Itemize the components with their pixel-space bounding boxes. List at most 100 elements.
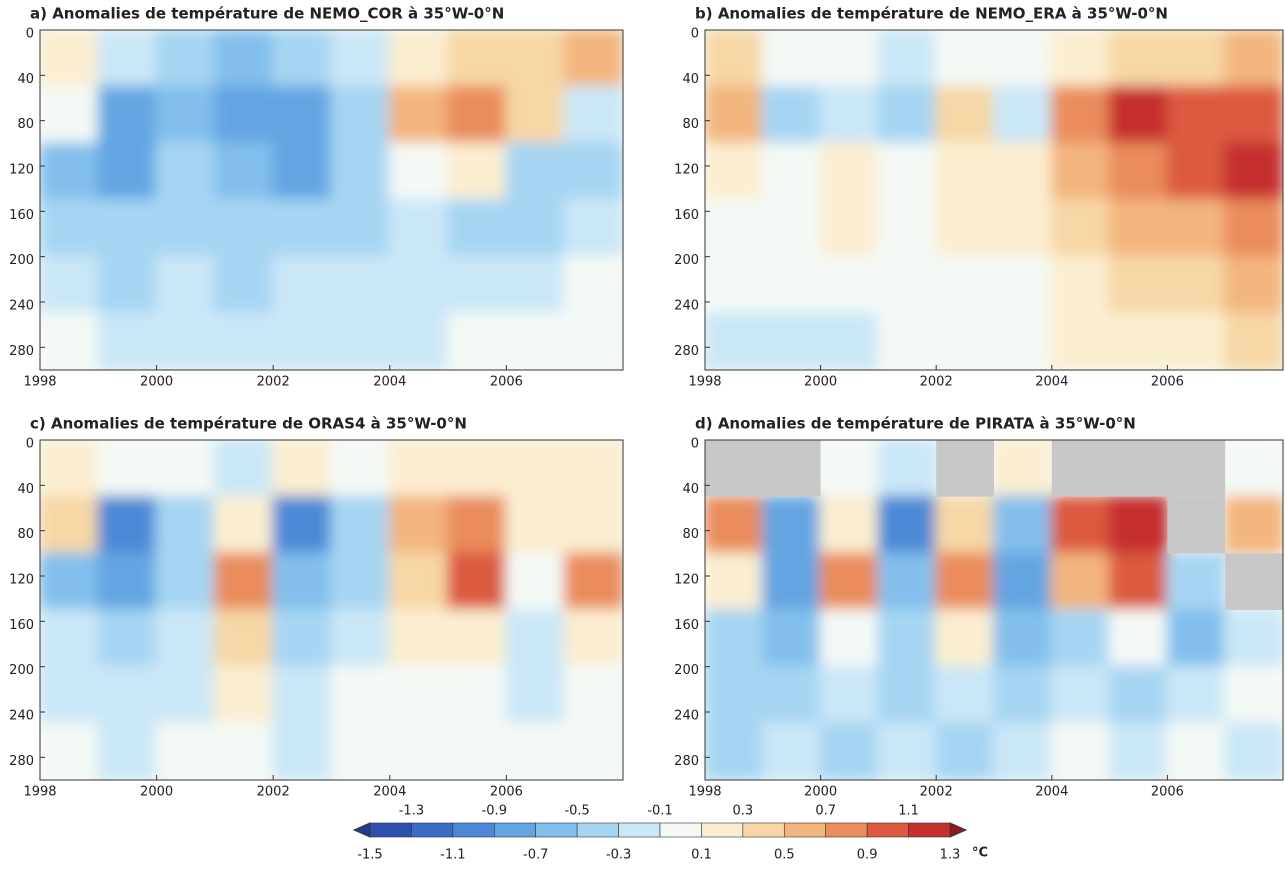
- x-tick-label: 2006: [1151, 375, 1184, 390]
- cell: [819, 312, 880, 370]
- cell: [935, 552, 995, 611]
- cell: [877, 722, 938, 780]
- cell: [97, 255, 158, 315]
- cell: [1050, 142, 1111, 201]
- cell: [97, 722, 158, 780]
- cell: [388, 665, 450, 725]
- y-tick-label: 80: [17, 527, 34, 542]
- cell: [1050, 255, 1111, 315]
- cell: [330, 255, 391, 315]
- cell: [272, 440, 333, 498]
- y-tick-label: 160: [674, 208, 699, 223]
- missing-data: [762, 440, 821, 497]
- x-tick-label: 1998: [23, 375, 56, 390]
- cell: [705, 85, 764, 145]
- cell: [819, 722, 880, 780]
- cell: [505, 30, 566, 88]
- plot-frame: [704, 439, 1284, 781]
- cell: [40, 552, 100, 611]
- cell: [97, 30, 158, 88]
- cell: [272, 609, 333, 668]
- cell: [1224, 609, 1283, 668]
- cell: [819, 440, 880, 498]
- y-tick-label: 120: [9, 163, 34, 178]
- y-tick-label: 200: [674, 253, 699, 268]
- missing-data: [705, 440, 763, 497]
- cell: [761, 142, 822, 201]
- cell: [705, 665, 764, 725]
- cell: [819, 30, 880, 88]
- cell: [1050, 312, 1111, 370]
- cell: [40, 30, 100, 88]
- cell: [819, 255, 880, 315]
- cell: [447, 665, 508, 725]
- y-tick-label: 160: [9, 618, 34, 633]
- x-tick-label: 2004: [373, 785, 406, 800]
- field: [40, 440, 623, 780]
- cell: [155, 609, 216, 668]
- cell: [819, 609, 880, 668]
- cell: [877, 199, 938, 258]
- colorbar-box: [783, 822, 827, 838]
- cell: [155, 85, 216, 145]
- y-tick-label: 80: [682, 117, 699, 132]
- cell: [819, 85, 880, 145]
- x-tick-label: 1998: [23, 785, 56, 800]
- cell: [213, 495, 275, 555]
- cell: [1224, 85, 1283, 145]
- cell: [761, 665, 822, 725]
- cell: [330, 30, 391, 88]
- cell: [40, 722, 100, 780]
- x-tick-label: 1998: [688, 375, 721, 390]
- cell: [1224, 312, 1283, 370]
- cell: [935, 30, 995, 88]
- cell: [388, 609, 450, 668]
- cell: [97, 609, 158, 668]
- plot-frame: [704, 29, 1284, 371]
- x-tick-label: 2006: [1151, 785, 1184, 800]
- cell: [1166, 312, 1227, 370]
- colorbar-box: [908, 822, 951, 838]
- cell: [1050, 665, 1111, 725]
- y-tick-label: 40: [17, 482, 34, 497]
- cell: [40, 312, 100, 370]
- cell: [993, 495, 1053, 555]
- field-cells: [705, 440, 1283, 780]
- x-tick-label: 2000: [804, 785, 837, 800]
- cell: [1108, 142, 1169, 201]
- cell: [819, 142, 880, 201]
- cell: [330, 722, 391, 780]
- cell: [1050, 30, 1111, 88]
- cell: [272, 199, 333, 258]
- cell: [388, 30, 450, 88]
- y-tick-label: 200: [674, 663, 699, 678]
- cell: [213, 255, 275, 315]
- cell: [1166, 665, 1227, 725]
- cell: [388, 440, 450, 498]
- x-tick-label: 2000: [804, 375, 837, 390]
- colorbar-box: [535, 822, 578, 838]
- field: [40, 30, 623, 370]
- cell: [993, 142, 1053, 201]
- x-tick-label: 2004: [1035, 375, 1068, 390]
- cell: [447, 255, 508, 315]
- cell: [935, 255, 995, 315]
- cell: [935, 665, 995, 725]
- cell: [155, 30, 216, 88]
- cell: [1224, 142, 1283, 201]
- colorbar-label: 1.3: [940, 848, 961, 863]
- cell: [993, 30, 1053, 88]
- y-tick-label: 80: [17, 117, 34, 132]
- cell: [213, 440, 275, 498]
- cell: [388, 722, 450, 780]
- cell: [388, 199, 450, 258]
- y-tick-label: 120: [9, 573, 34, 588]
- cell: [935, 495, 995, 555]
- cell: [447, 30, 508, 88]
- cell: [447, 609, 508, 668]
- y-tick-label: 0: [26, 437, 34, 452]
- cell: [213, 722, 275, 780]
- cell: [563, 552, 623, 611]
- cell: [563, 30, 623, 88]
- cell: [505, 255, 566, 315]
